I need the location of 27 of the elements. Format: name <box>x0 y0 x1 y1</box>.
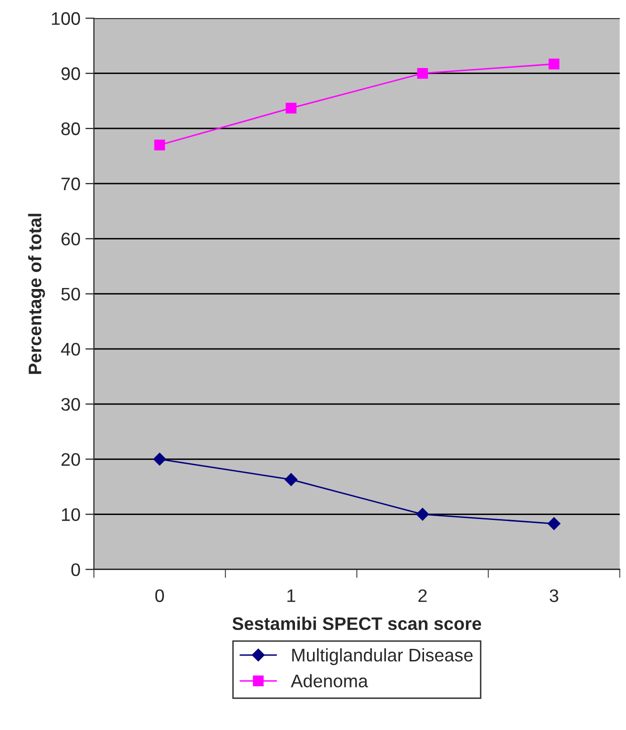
y-tick-label: 40 <box>61 342 80 356</box>
x-axis-title: Sestamibi SPECT scan score <box>232 616 482 630</box>
y-tick-label: 30 <box>61 398 80 411</box>
x-tick-label: 1 <box>287 590 296 602</box>
y-tick-label: 0 <box>71 563 80 576</box>
point <box>416 508 429 521</box>
y-tick-label: 100 <box>52 12 80 25</box>
y-tick-label: 20 <box>62 453 80 466</box>
point <box>548 517 560 530</box>
point <box>286 102 296 114</box>
x-tick-label: 2 <box>418 589 427 602</box>
point <box>548 58 560 70</box>
y-tick-label: 10 <box>62 508 80 522</box>
y-tick-label: 90 <box>61 67 80 80</box>
y-tick-label: 50 <box>61 288 80 301</box>
y-axis-title: Percentage of total <box>28 214 46 374</box>
legend-label: Adenoma <box>290 674 368 688</box>
y-tick-label: 60 <box>62 232 80 246</box>
point <box>154 140 166 150</box>
point <box>153 452 166 466</box>
point <box>284 473 298 486</box>
point <box>417 68 428 79</box>
x-tick-label: 0 <box>155 589 164 602</box>
y-tick-label: 80 <box>61 122 80 136</box>
y-tick-label: 70 <box>62 178 80 190</box>
legend-label: Multiglandular Disease <box>292 648 473 666</box>
x-tick-label: 3 <box>550 589 558 602</box>
